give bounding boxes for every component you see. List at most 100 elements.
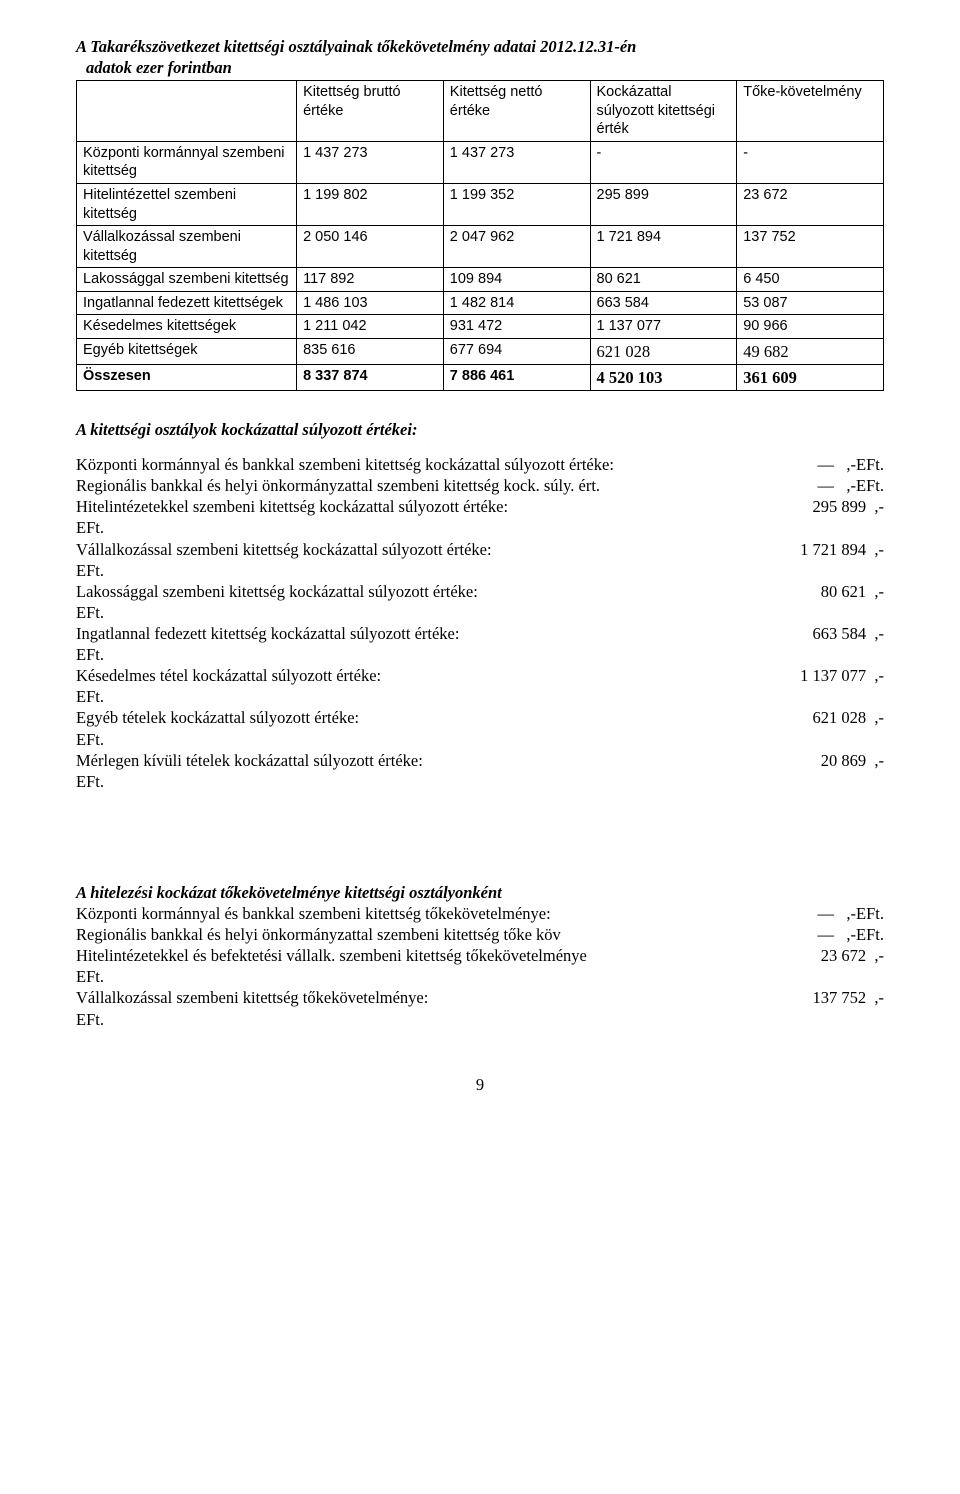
table-cell: 8 337 874: [297, 364, 444, 390]
table-cell: 1 437 273: [443, 141, 590, 183]
table-cell: 1 137 077: [590, 315, 737, 339]
row-label: Lakossággal szembeni kitettség: [77, 268, 297, 292]
table-row: Összesen8 337 8747 886 4614 520 103361 6…: [77, 364, 884, 390]
kv-value: 1 137 077 ,-: [800, 665, 884, 686]
eft-label: EFt.: [76, 644, 884, 665]
table-cell: 663 584: [590, 291, 737, 315]
kv-line: Lakossággal szembeni kitettség kockázatt…: [76, 581, 884, 602]
eft-label: EFt.: [76, 517, 884, 538]
kv-value: ― ,-EFt.: [818, 924, 884, 945]
kv-value: 621 028 ,-: [813, 707, 885, 728]
kv-value: 20 869 ,-: [821, 750, 884, 771]
kv-line: Mérlegen kívüli tételek kockázattal súly…: [76, 750, 884, 771]
table-body: Központi kormánnyal szembeni kitettség1 …: [77, 141, 884, 390]
capreq-section-heading: A hitelezési kockázat tőkekövetelménye k…: [76, 882, 884, 903]
table-row: Központi kormánnyal szembeni kitettség1 …: [77, 141, 884, 183]
page-number: 9: [76, 1074, 884, 1095]
table-cell: 49 682: [737, 338, 884, 364]
risk-lines: Központi kormánnyal és bankkal szembeni …: [76, 454, 884, 792]
kv-label: Mérlegen kívüli tételek kockázattal súly…: [76, 750, 433, 771]
table-cell: -: [590, 141, 737, 183]
table-cell: 109 894: [443, 268, 590, 292]
eft-label: EFt.: [76, 729, 884, 750]
eft-label: EFt.: [76, 602, 884, 623]
col-blank: [77, 81, 297, 142]
table-cell: 137 752: [737, 226, 884, 268]
risk-section-heading: A kitettségi osztályok kockázattal súlyo…: [76, 419, 884, 440]
kv-label: Ingatlannal fedezett kitettség kockázatt…: [76, 623, 469, 644]
table-row: Hitelintézettel szembeni kitettség1 199 …: [77, 183, 884, 225]
table-cell: 677 694: [443, 338, 590, 364]
page-subtitle: adatok ezer forintban: [76, 57, 884, 78]
kv-label: Hitelintézetekkel szembeni kitettség koc…: [76, 496, 518, 517]
table-cell: 2 047 962: [443, 226, 590, 268]
eft-label: EFt.: [76, 686, 884, 707]
table-cell: 117 892: [297, 268, 444, 292]
kv-line: Hitelintézetekkel és befektetési vállalk…: [76, 945, 884, 966]
row-label: Hitelintézettel szembeni kitettség: [77, 183, 297, 225]
kv-line: Egyéb tételek kockázattal súlyozott érté…: [76, 707, 884, 728]
kv-line: Ingatlannal fedezett kitettség kockázatt…: [76, 623, 884, 644]
kv-value: 1 721 894 ,-: [800, 539, 884, 560]
table-cell: -: [737, 141, 884, 183]
kv-line: Hitelintézetekkel szembeni kitettség koc…: [76, 496, 884, 517]
table-cell: 931 472: [443, 315, 590, 339]
col-net: Kitettség nettó értéke: [443, 81, 590, 142]
kv-line: Regionális bankkal és helyi önkormányzat…: [76, 475, 884, 496]
table-row: Egyéb kitettségek835 616677 694621 02849…: [77, 338, 884, 364]
table-row: Késedelmes kitettségek1 211 042931 4721 …: [77, 315, 884, 339]
table-cell: 90 966: [737, 315, 884, 339]
table-cell: 1 199 802: [297, 183, 444, 225]
kv-label: Lakossággal szembeni kitettség kockázatt…: [76, 581, 488, 602]
kv-value: 663 584 ,-: [813, 623, 885, 644]
table-cell: 2 050 146: [297, 226, 444, 268]
table-cell: 361 609: [737, 364, 884, 390]
table-cell: 621 028: [590, 338, 737, 364]
table-row: Ingatlannal fedezett kitettségek1 486 10…: [77, 291, 884, 315]
row-label: Egyéb kitettségek: [77, 338, 297, 364]
table-cell: 1 721 894: [590, 226, 737, 268]
kv-label: Vállalkozással szembeni kitettség tőkekö…: [76, 987, 438, 1008]
row-label: Vállalkozással szembeni kitettség: [77, 226, 297, 268]
table-cell: 1 486 103: [297, 291, 444, 315]
exposure-table: Kitettség bruttó értéke Kitettség nettó …: [76, 80, 884, 391]
kv-value: ― ,-EFt.: [818, 903, 884, 924]
kv-line: Vállalkozással szembeni kitettség kockáz…: [76, 539, 884, 560]
eft-label: EFt.: [76, 560, 884, 581]
table-cell: 1 482 814: [443, 291, 590, 315]
kv-label: Központi kormánnyal és bankkal szembeni …: [76, 454, 624, 475]
table-cell: 835 616: [297, 338, 444, 364]
table-cell: 23 672: [737, 183, 884, 225]
kv-value: ― ,-EFt.: [818, 454, 884, 475]
kv-line: Központi kormánnyal és bankkal szembeni …: [76, 454, 884, 475]
kv-line: Regionális bankkal és helyi önkormányzat…: [76, 924, 884, 945]
kv-value: ― ,-EFt.: [818, 475, 884, 496]
kv-label: Vállalkozással szembeni kitettség kockáz…: [76, 539, 502, 560]
table-cell: 4 520 103: [590, 364, 737, 390]
row-label: Központi kormánnyal szembeni kitettség: [77, 141, 297, 183]
table-cell: 53 087: [737, 291, 884, 315]
row-label: Ingatlannal fedezett kitettségek: [77, 291, 297, 315]
kv-label: Hitelintézetekkel és befektetési vállalk…: [76, 945, 597, 966]
row-label: Késedelmes kitettségek: [77, 315, 297, 339]
table-row: Lakossággal szembeni kitettség117 892109…: [77, 268, 884, 292]
row-label: Összesen: [77, 364, 297, 390]
kv-value: 295 899 ,-: [813, 496, 885, 517]
document-page: A Takarékszövetkezet kitettségi osztálya…: [0, 0, 960, 1135]
table-cell: 295 899: [590, 183, 737, 225]
page-title: A Takarékszövetkezet kitettségi osztálya…: [76, 36, 884, 57]
table-cell: 1 211 042: [297, 315, 444, 339]
col-gross: Kitettség bruttó értéke: [297, 81, 444, 142]
col-capreq: Tőke-követelmény: [737, 81, 884, 142]
kv-value: 23 672 ,-: [821, 945, 884, 966]
kv-label: Késedelmes tétel kockázattal súlyozott é…: [76, 665, 391, 686]
eft-label: EFt.: [76, 771, 884, 792]
kv-label: Egyéb tételek kockázattal súlyozott érté…: [76, 707, 369, 728]
capreq-section: A hitelezési kockázat tőkekövetelménye k…: [76, 882, 884, 1030]
table-cell: 7 886 461: [443, 364, 590, 390]
table-cell: 1 437 273: [297, 141, 444, 183]
kv-label: Regionális bankkal és helyi önkormányzat…: [76, 475, 610, 496]
eft-label: EFt.: [76, 1009, 884, 1030]
kv-label: Központi kormánnyal és bankkal szembeni …: [76, 903, 561, 924]
table-cell: 1 199 352: [443, 183, 590, 225]
